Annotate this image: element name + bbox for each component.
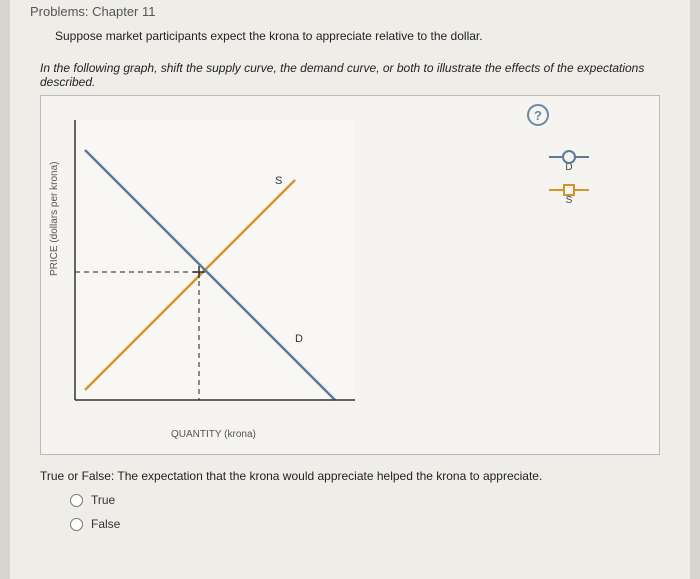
y-axis-label: PRICE (dollars per krona) xyxy=(49,162,60,276)
graph-panel: ? PRICE (dollars per krona) SD QUANTITY … xyxy=(40,95,660,455)
graph-instruction: In the following graph, shift the supply… xyxy=(40,61,670,89)
help-button[interactable]: ? xyxy=(527,104,549,126)
radio-true[interactable] xyxy=(70,494,83,507)
svg-text:S: S xyxy=(275,175,282,187)
chart-svg[interactable]: SD xyxy=(65,120,365,420)
x-axis-label: QUANTITY (krona) xyxy=(171,429,256,440)
svg-text:D: D xyxy=(295,333,303,345)
square-marker-icon xyxy=(549,189,589,191)
legend-supply-handle[interactable]: S xyxy=(539,189,599,206)
tf-true-label: True xyxy=(91,493,115,507)
question-prompt: Suppose market participants expect the k… xyxy=(55,29,670,43)
legend: D S xyxy=(539,156,599,222)
chart-area[interactable]: SD xyxy=(65,120,365,423)
circle-marker-icon xyxy=(549,156,589,158)
tf-option-true[interactable]: True xyxy=(70,493,660,507)
radio-false[interactable] xyxy=(70,518,83,531)
page-header: Problems: Chapter 11 xyxy=(30,0,670,29)
legend-supply-label: S xyxy=(566,195,573,206)
true-false-section: True or False: The expectation that the … xyxy=(40,469,660,531)
tf-option-false[interactable]: False xyxy=(70,517,660,531)
tf-question-text: True or False: The expectation that the … xyxy=(40,469,660,483)
legend-demand-handle[interactable]: D xyxy=(539,156,599,173)
tf-false-label: False xyxy=(91,517,120,531)
